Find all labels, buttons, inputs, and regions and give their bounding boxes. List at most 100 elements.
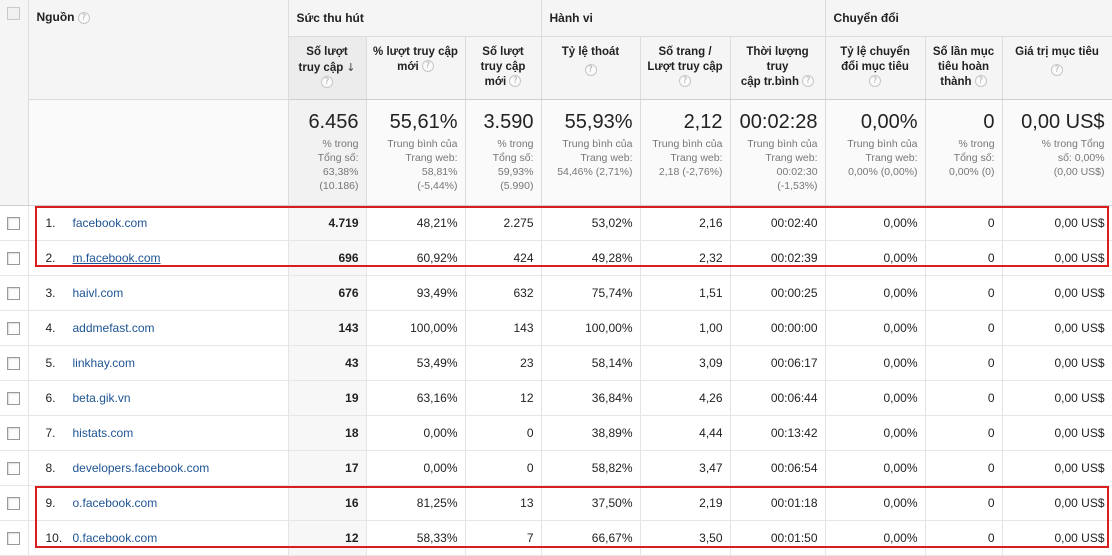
cell-visits: 19 xyxy=(288,380,367,416)
cell-conv: 0,00% xyxy=(825,205,926,241)
summary-completions: 0% trong Tổng số: 0,00% (0) xyxy=(925,99,1003,206)
help-icon[interactable]: ? xyxy=(321,76,333,89)
source-link[interactable]: developers.facebook.com xyxy=(72,460,210,475)
source-link[interactable]: linkhay.com xyxy=(72,355,135,370)
cell-bounce: 49,28% xyxy=(541,240,641,276)
help-icon[interactable]: ? xyxy=(974,75,987,88)
cell-bounce: 100,00% xyxy=(541,310,641,346)
source-cell: 7. histats.com xyxy=(28,415,289,451)
row-checkbox-cell xyxy=(0,380,29,416)
table-row: 8. developers.facebook.com 17 0,00% 0 58,82% 3… xyxy=(0,450,1112,486)
cell-duration: 00:00:25 xyxy=(730,275,826,311)
cell-visits: 12 xyxy=(288,520,367,556)
col-pages-per-visit[interactable]: Số trang / Lượt truy cập? xyxy=(640,36,731,100)
source-link[interactable]: m.facebook.com xyxy=(72,250,161,265)
cell-duration: 00:02:39 xyxy=(730,240,826,276)
col-visits[interactable]: Số lượt truy cập ↓? xyxy=(288,36,367,100)
summary-new-visits: 3.590% trong Tổng số: 59,93% (5.990) xyxy=(465,99,542,206)
cell-conv: 0,00% xyxy=(825,380,926,416)
row-checkbox[interactable] xyxy=(7,286,21,300)
row-rank: 7. xyxy=(45,425,56,440)
help-icon[interactable]: ? xyxy=(1051,64,1064,77)
group-behavior: Hành vi xyxy=(541,0,826,37)
source-cell: 2. m.facebook.com xyxy=(28,240,289,276)
row-checkbox[interactable] xyxy=(7,531,21,545)
help-icon[interactable]: ? xyxy=(509,75,522,88)
cell-pages: 1,00 xyxy=(640,310,731,346)
table-row: 10. 0.facebook.com 12 58,33% 7 66,67% 3,50 00:0… xyxy=(0,520,1112,556)
help-icon[interactable]: ? xyxy=(802,75,815,88)
row-checkbox[interactable] xyxy=(7,426,21,440)
cell-value: 0,00 US$ xyxy=(1002,520,1112,556)
col-bounce-rate[interactable]: Tỷ lệ thoát? xyxy=(541,36,641,100)
cell-duration: 00:13:42 xyxy=(730,415,826,451)
row-checkbox-cell xyxy=(0,310,29,346)
cell-visits: 18 xyxy=(288,415,367,451)
source-link[interactable]: addmefast.com xyxy=(72,320,155,335)
col-new-visits[interactable]: Số lượt truy cập mới ? xyxy=(465,36,542,100)
table-row: 1. facebook.com 4.719 48,21% 2.275 53,02% 2,16… xyxy=(0,205,1112,241)
row-checkbox[interactable] xyxy=(7,496,21,510)
cell-new-visits: 7 xyxy=(465,520,542,556)
row-checkbox-cell xyxy=(0,275,29,311)
source-column-header[interactable]: Nguồn ? xyxy=(28,0,289,100)
help-icon[interactable]: ? xyxy=(421,60,434,73)
cell-pages: 2,16 xyxy=(640,205,731,241)
cell-new-pct: 100,00% xyxy=(366,310,466,346)
col-goal-value[interactable]: Giá trị mục tiêu? xyxy=(1002,36,1112,100)
col-goal-completions[interactable]: Số lần mục tiêu hoàn thành ? xyxy=(925,36,1003,100)
table-row: 2. m.facebook.com 696 60,92% 424 49,28% 2,32 00… xyxy=(0,240,1112,276)
row-rank: 2. xyxy=(45,250,56,265)
group-header-row: Nguồn ? Sức thu hút Hành vi Chuyển đổi xyxy=(0,0,1112,206)
cell-duration: 00:01:50 xyxy=(730,520,826,556)
cell-completions: 0 xyxy=(925,415,1003,451)
source-link[interactable]: 0.facebook.com xyxy=(72,530,158,545)
data-rows: 1. facebook.com 4.719 48,21% 2.275 53,02% 2,16… xyxy=(0,205,1112,556)
cell-new-pct: 63,16% xyxy=(366,380,466,416)
cell-pages: 2,32 xyxy=(640,240,731,276)
row-checkbox[interactable] xyxy=(7,461,21,475)
cell-duration: 00:06:44 xyxy=(730,380,826,416)
source-link[interactable]: histats.com xyxy=(72,425,134,440)
help-icon[interactable]: ? xyxy=(869,75,882,88)
select-all-cell xyxy=(0,0,29,206)
help-icon[interactable]: ? xyxy=(679,75,691,88)
col-new-visits-pct[interactable]: % lượt truy cập mới ? xyxy=(366,36,466,100)
row-checkbox[interactable] xyxy=(7,356,21,370)
source-cell: 10. 0.facebook.com xyxy=(28,520,289,556)
row-checkbox[interactable] xyxy=(7,321,21,335)
cell-new-pct: 93,49% xyxy=(366,275,466,311)
cell-bounce: 38,89% xyxy=(541,415,641,451)
row-checkbox[interactable] xyxy=(7,216,21,230)
cell-new-visits: 0 xyxy=(465,415,542,451)
help-icon[interactable]: ? xyxy=(77,11,90,24)
row-checkbox[interactable] xyxy=(7,251,21,265)
source-link[interactable]: haivl.com xyxy=(72,285,124,300)
cell-conv: 0,00% xyxy=(825,520,926,556)
source-link[interactable]: o.facebook.com xyxy=(72,495,158,510)
source-link[interactable]: beta.gik.vn xyxy=(72,390,131,405)
row-rank: 10. xyxy=(45,530,63,545)
cell-new-visits: 0 xyxy=(465,450,542,486)
cell-value: 0,00 US$ xyxy=(1002,275,1112,311)
cell-completions: 0 xyxy=(925,520,1003,556)
cell-value: 0,00 US$ xyxy=(1002,485,1112,521)
cell-value: 0,00 US$ xyxy=(1002,310,1112,346)
col-avg-duration[interactable]: Thời lượng truy cập tr.bình ? xyxy=(730,36,826,100)
col-goal-conversion-rate[interactable]: Tỷ lệ chuyển đổi mục tiêu? xyxy=(825,36,926,100)
cell-completions: 0 xyxy=(925,485,1003,521)
row-checkbox-cell xyxy=(0,345,29,381)
group-attraction: Sức thu hút xyxy=(288,0,542,37)
row-checkbox[interactable] xyxy=(7,391,21,405)
row-rank: 9. xyxy=(45,495,56,510)
table-row: 5. linkhay.com 43 53,49% 23 58,14% 3,09 00:06:1… xyxy=(0,345,1112,381)
sort-descending-icon: ↓ xyxy=(346,60,356,74)
cell-value: 0,00 US$ xyxy=(1002,345,1112,381)
table-row: 3. haivl.com 676 93,49% 632 75,74% 1,51 00:00:2… xyxy=(0,275,1112,311)
select-all-checkbox[interactable] xyxy=(7,7,21,20)
source-link[interactable]: facebook.com xyxy=(72,215,148,230)
row-rank: 8. xyxy=(45,460,56,475)
cell-pages: 4,26 xyxy=(640,380,731,416)
help-icon[interactable]: ? xyxy=(584,64,597,77)
